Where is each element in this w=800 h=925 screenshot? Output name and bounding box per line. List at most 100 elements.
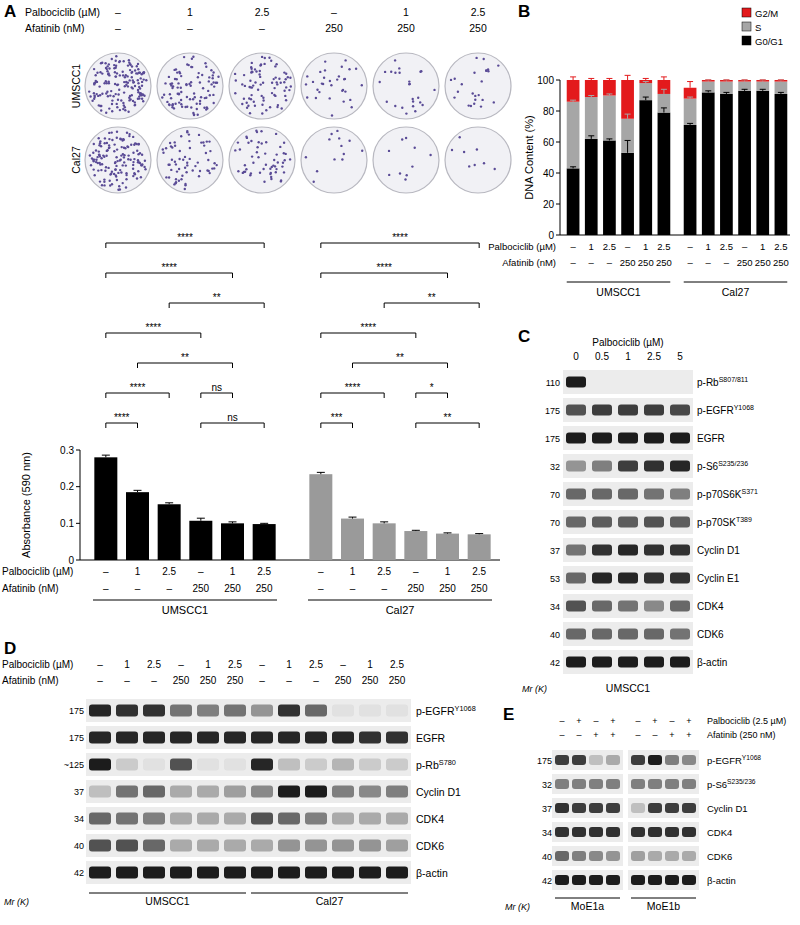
colony bbox=[205, 152, 207, 154]
band bbox=[572, 875, 586, 885]
significance-bracket bbox=[106, 273, 233, 278]
protein: Cyclin D1 bbox=[697, 545, 740, 556]
bar-segment bbox=[702, 80, 715, 82]
band bbox=[170, 840, 192, 852]
band bbox=[251, 759, 273, 771]
band bbox=[618, 433, 638, 444]
band bbox=[665, 755, 679, 765]
colony bbox=[193, 113, 195, 115]
colony bbox=[207, 90, 209, 92]
row-label: EGFR bbox=[416, 732, 446, 744]
colony bbox=[176, 71, 178, 73]
band bbox=[566, 657, 586, 668]
colony bbox=[98, 85, 100, 87]
colony bbox=[275, 133, 277, 135]
colony bbox=[212, 77, 214, 79]
lane-label: – bbox=[97, 659, 103, 670]
colony bbox=[239, 148, 241, 150]
colony bbox=[390, 71, 392, 73]
band bbox=[670, 517, 690, 528]
colony bbox=[127, 154, 129, 156]
colony bbox=[497, 64, 499, 66]
colony bbox=[100, 169, 102, 171]
y-tick-label: 0 bbox=[548, 230, 554, 241]
colony bbox=[104, 62, 106, 64]
band bbox=[644, 377, 664, 388]
band bbox=[170, 705, 192, 717]
colony bbox=[99, 71, 101, 73]
band bbox=[606, 755, 620, 765]
error-bar bbox=[778, 80, 784, 82]
colony bbox=[126, 75, 128, 77]
colony bbox=[202, 87, 204, 89]
colony bbox=[197, 161, 199, 163]
colony bbox=[115, 55, 117, 57]
well-rim bbox=[157, 127, 223, 193]
colony bbox=[122, 153, 124, 155]
band bbox=[143, 813, 165, 825]
band bbox=[606, 851, 620, 861]
colony bbox=[319, 71, 321, 73]
x-tick-label: – bbox=[103, 583, 109, 594]
panel-label: B bbox=[518, 2, 530, 21]
band bbox=[251, 840, 273, 852]
band bbox=[197, 840, 219, 852]
colony bbox=[99, 180, 101, 182]
colony bbox=[276, 153, 278, 155]
colony bbox=[143, 71, 145, 73]
colony bbox=[250, 172, 252, 174]
colony bbox=[178, 71, 180, 73]
colony bbox=[98, 154, 100, 156]
y-tick-label: 100 bbox=[537, 75, 554, 86]
mw-label: 34 bbox=[542, 828, 552, 838]
colony bbox=[379, 81, 381, 83]
band bbox=[143, 732, 165, 744]
condition-value: 1 bbox=[403, 6, 409, 18]
colony bbox=[340, 145, 342, 147]
colony bbox=[93, 68, 95, 70]
colony bbox=[271, 92, 273, 94]
mw-label: 175 bbox=[69, 733, 84, 743]
colony bbox=[122, 164, 124, 166]
site: S371 bbox=[741, 488, 757, 495]
site: S780 bbox=[439, 758, 456, 767]
well-rim bbox=[229, 127, 295, 193]
colony bbox=[137, 68, 139, 70]
band bbox=[555, 851, 569, 861]
colony bbox=[194, 165, 196, 167]
colony bbox=[174, 161, 176, 163]
colony bbox=[141, 164, 143, 166]
row-label: UMSCC1 bbox=[70, 64, 82, 108]
colony bbox=[119, 138, 121, 140]
mw-label: 32 bbox=[550, 462, 560, 472]
error-cap bbox=[687, 123, 693, 124]
colony bbox=[305, 83, 307, 85]
colony bbox=[398, 67, 400, 69]
error-bar bbox=[412, 530, 420, 532]
error-stem bbox=[663, 108, 664, 113]
colony bbox=[116, 106, 118, 108]
colony bbox=[404, 178, 406, 180]
lane-label: – bbox=[652, 730, 657, 740]
colony bbox=[494, 168, 496, 170]
colony bbox=[269, 106, 271, 108]
error-bar bbox=[661, 77, 667, 80]
x-tick-label: – bbox=[742, 241, 748, 252]
colony bbox=[106, 150, 108, 152]
colony bbox=[210, 83, 212, 85]
colony bbox=[182, 159, 184, 161]
error-cap bbox=[588, 95, 594, 96]
blot-strip bbox=[248, 726, 411, 749]
colony bbox=[121, 146, 123, 148]
error-bar bbox=[588, 96, 594, 98]
lane-label: 1 bbox=[367, 659, 373, 670]
colony bbox=[276, 106, 278, 108]
x-row-label: Palbociclib (µM) bbox=[488, 241, 556, 252]
band bbox=[332, 705, 354, 717]
bar bbox=[404, 531, 427, 560]
bar-segment bbox=[621, 80, 634, 119]
y-tick bbox=[76, 523, 80, 524]
band bbox=[143, 867, 165, 879]
significance-bracket bbox=[321, 333, 416, 338]
error-bar bbox=[687, 82, 693, 88]
